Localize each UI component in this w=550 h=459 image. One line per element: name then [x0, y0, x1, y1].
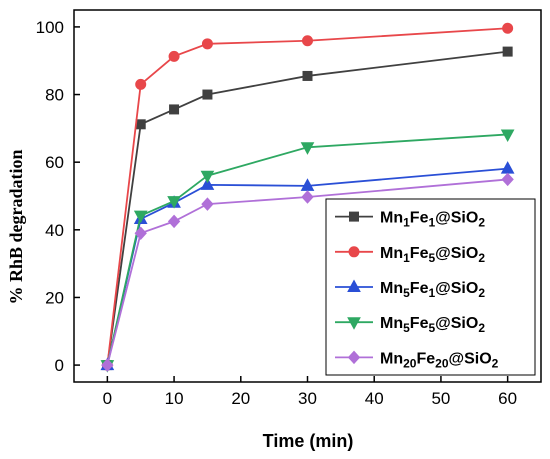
legend-label: Mn5Fe1@SiO2 [380, 280, 485, 300]
y-tick-label: 80 [45, 86, 64, 105]
data-point [302, 35, 313, 47]
data-series [100, 22, 515, 373]
x-tick-label: 30 [298, 389, 317, 408]
legend-swatch-marker [349, 211, 359, 222]
series-line [106, 133, 508, 366]
y-tick-label: 60 [45, 153, 64, 172]
data-point [134, 226, 147, 240]
data-point [200, 170, 215, 184]
x-tick-label: 40 [365, 389, 384, 408]
legend-label-part: Mn [380, 280, 403, 297]
y-tick-label: 0 [55, 356, 64, 375]
data-point [300, 142, 315, 155]
series-4 [101, 172, 514, 372]
legend: Mn1Fe1@SiO2Mn1Fe5@SiO2Mn5Fe1@SiO2Mn5Fe5@… [325, 198, 536, 376]
y-tick-label: 100 [36, 18, 64, 37]
legend-label-subscript: 5 [428, 251, 435, 265]
legend-label-part: Mn [380, 245, 403, 262]
axis-ticks: 0 10 20 30 40 50 60 0 20 40 60 80 100 [36, 18, 517, 408]
x-axis-title: Time (min) [263, 431, 354, 451]
data-point [500, 129, 515, 142]
legend-label-subscript: 20 [435, 356, 449, 370]
x-tick-label: 20 [231, 389, 250, 408]
y-axis-title: % RhB degradation [6, 149, 26, 304]
legend-label: Mn1Fe1@SiO2 [380, 210, 485, 230]
data-point [133, 210, 148, 224]
x-tick-label: 50 [431, 389, 450, 408]
legend-label-part: @SiO [435, 280, 478, 297]
data-point [501, 172, 514, 187]
legend-label-subscript: 5 [428, 321, 435, 335]
y-tick-label: 20 [45, 288, 64, 307]
data-point [168, 50, 180, 62]
y-tick-label: 40 [45, 221, 64, 240]
legend-label: Mn5Fe5@SiO2 [380, 315, 485, 335]
x-tick-label: 10 [165, 389, 184, 408]
legend-label-subscript: 1 [403, 216, 410, 230]
data-point [101, 358, 114, 372]
legend-label-part: @SiO [435, 210, 478, 227]
data-point [167, 214, 181, 229]
legend-item: Mn20Fe20@SiO2 [335, 350, 499, 370]
legend-swatch-marker [347, 350, 361, 365]
data-point [500, 161, 515, 174]
legend-label-subscript: 5 [403, 321, 410, 335]
legend-swatch-marker [347, 279, 361, 292]
legend-label-part: @SiO [435, 315, 478, 332]
legend-label: Mn1Fe5@SiO2 [380, 245, 485, 265]
legend-label-subscript: 1 [403, 251, 410, 265]
legend-item: Mn5Fe1@SiO2 [335, 279, 485, 300]
legend-item: Mn1Fe1@SiO2 [335, 210, 485, 230]
legend-label-subscript: 2 [492, 356, 499, 370]
legend-label-part: Fe [410, 210, 429, 227]
legend-label-part: @SiO [449, 350, 492, 367]
legend-label-part: Fe [410, 280, 429, 297]
legend-label-subscript: 2 [478, 216, 485, 230]
legend-label-subscript: 2 [478, 251, 485, 265]
legend-label-part: Fe [410, 315, 429, 332]
legend-label-part: @SiO [435, 245, 478, 262]
legend-item: Mn5Fe5@SiO2 [335, 315, 485, 335]
x-tick-label: 0 [103, 389, 112, 408]
series-line [106, 50, 508, 366]
legend-label-part: Fe [410, 245, 429, 262]
legend-label-subscript: 2 [478, 286, 485, 300]
legend-item: Mn1Fe5@SiO2 [335, 245, 485, 265]
legend-label-part: Mn [380, 210, 403, 227]
series-line [106, 27, 508, 366]
series-line [106, 178, 508, 366]
legend-swatch-marker [348, 246, 360, 258]
legend-label-part: Mn [380, 315, 403, 332]
legend-label-subscript: 20 [403, 356, 417, 370]
data-point [202, 89, 213, 100]
data-point [135, 78, 147, 90]
data-point [135, 119, 146, 130]
x-tick-label: 60 [498, 389, 517, 408]
legend-label-subscript: 1 [428, 216, 435, 230]
data-point [167, 196, 181, 209]
legend-label-part: Mn [380, 350, 403, 367]
legend-swatch-marker [347, 317, 361, 330]
data-point [301, 190, 314, 204]
data-point [200, 177, 215, 190]
data-point [201, 197, 214, 211]
data-point [502, 46, 513, 57]
data-point [302, 70, 313, 81]
data-point [201, 38, 213, 50]
data-point [502, 22, 514, 34]
legend-label-part: Fe [416, 350, 435, 367]
legend-label-subscript: 5 [403, 286, 410, 300]
legend-label-subscript: 2 [478, 321, 485, 335]
legend-label-subscript: 1 [428, 286, 435, 300]
legend-label: Mn20Fe20@SiO2 [380, 350, 499, 370]
data-point [169, 104, 180, 115]
